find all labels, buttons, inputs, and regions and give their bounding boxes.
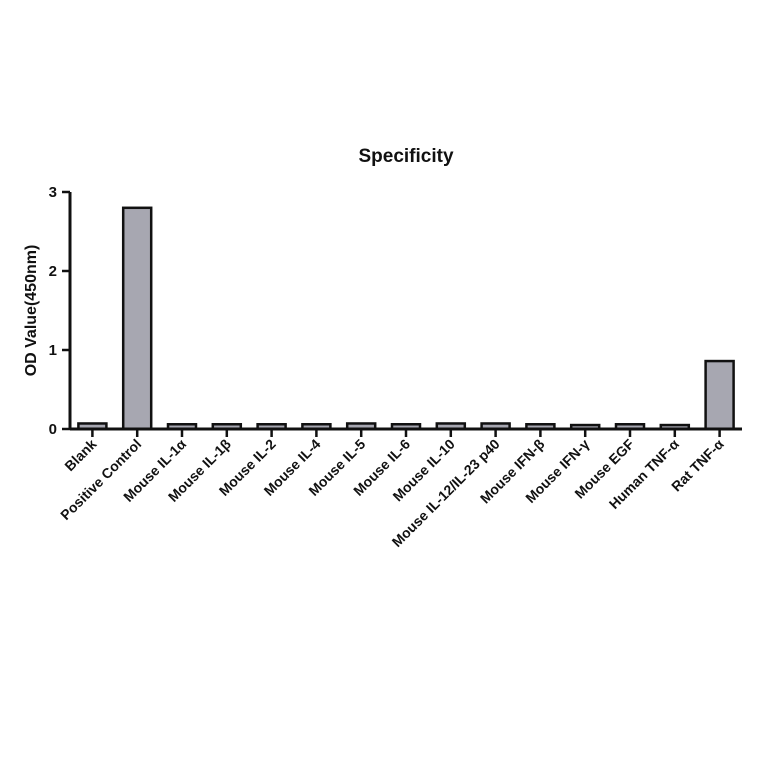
- x-tick-label: Blank: [61, 436, 99, 474]
- y-axis-label: OD Value(450nm): [23, 245, 40, 377]
- bar: [704, 359, 735, 431]
- y-tick-label: 2: [49, 263, 57, 280]
- x-tick-label: Positive Control: [57, 436, 144, 523]
- bar: [121, 206, 153, 431]
- y-ticks-group: 0 1 2 3: [49, 184, 70, 438]
- bars-group: [77, 206, 735, 431]
- y-tick-label: 1: [49, 342, 57, 359]
- chart-title: Specificity: [358, 146, 453, 167]
- y-tick-label: 3: [49, 184, 57, 201]
- y-tick-label: 0: [49, 421, 57, 438]
